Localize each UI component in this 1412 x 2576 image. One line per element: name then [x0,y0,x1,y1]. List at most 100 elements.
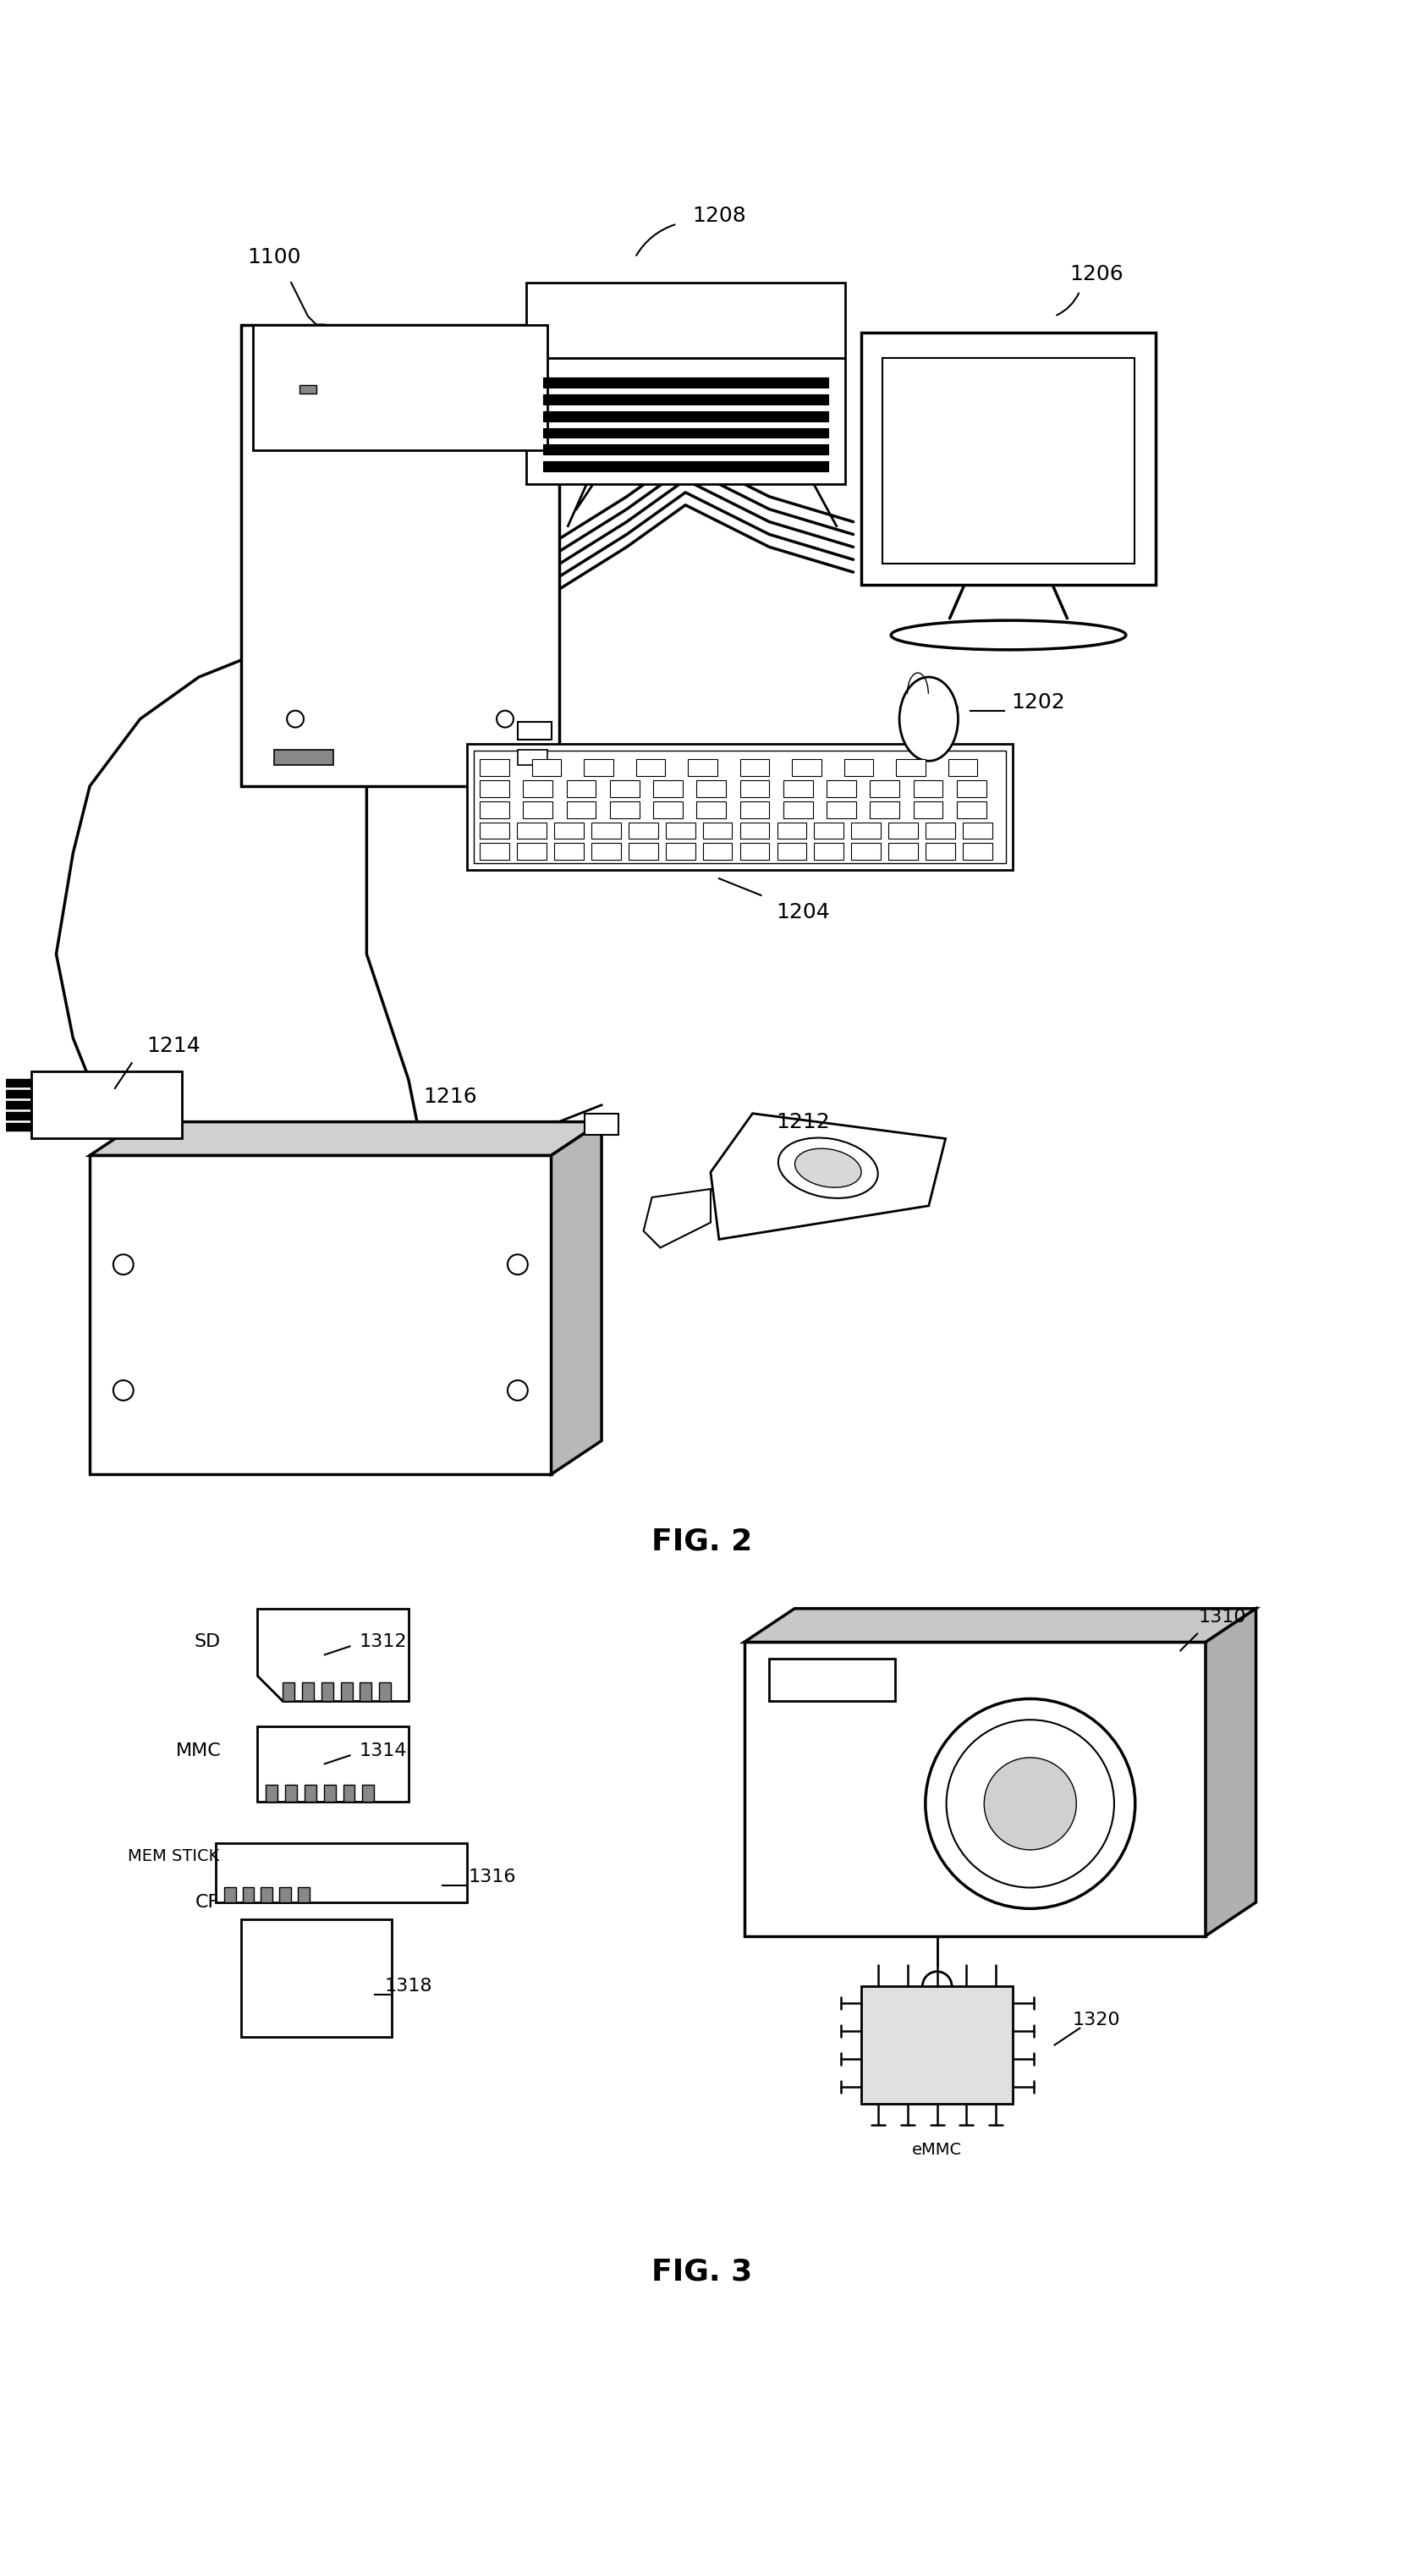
Bar [566,801,596,819]
Bar [696,801,726,819]
Circle shape [507,1255,528,1275]
Polygon shape [710,1113,946,1239]
Circle shape [984,1757,1076,1850]
Circle shape [113,1381,133,1401]
Bar [851,842,881,860]
Bar [343,1785,354,1801]
Text: FIG. 3: FIG. 3 [652,2257,753,2285]
Bar [777,822,806,840]
Bar [926,822,955,840]
Bar [480,760,510,775]
Bar [480,842,510,860]
Bar [542,394,827,404]
Bar [517,822,546,840]
Polygon shape [90,1121,602,1157]
Bar [517,842,546,860]
Bar [31,1072,182,1139]
Bar [280,1888,291,1901]
Bar [888,842,918,860]
Bar [257,353,542,384]
Bar [322,1682,333,1700]
Bar [282,1682,295,1700]
Bar [480,822,510,840]
Circle shape [287,711,304,726]
Bar [963,822,993,840]
Text: 1316: 1316 [469,1868,517,1886]
Bar [610,781,640,796]
Bar [480,781,510,796]
Bar [610,801,640,819]
Bar [6,1113,31,1121]
Text: 1208: 1208 [692,206,746,227]
Bar [467,744,1012,871]
Bar [703,842,733,860]
Bar [957,781,986,796]
Bar [274,750,333,765]
Bar [542,446,827,453]
Bar [861,1986,1012,2105]
Ellipse shape [891,621,1125,649]
Bar [770,1659,895,1700]
Bar [253,325,546,451]
Bar [524,781,552,796]
Bar [518,750,546,765]
Bar [6,1100,31,1108]
Bar [6,1123,31,1131]
Bar [844,760,874,775]
Bar [628,842,658,860]
Bar [265,1785,278,1801]
Bar [654,781,682,796]
Bar [635,760,665,775]
Bar [688,760,717,775]
Bar [6,1079,31,1087]
Text: 1314: 1314 [360,1744,407,1759]
Bar [654,801,682,819]
Circle shape [925,1698,1135,1909]
Bar [963,842,993,860]
Bar [740,842,770,860]
Bar [241,1919,391,2038]
Bar [480,801,510,819]
Text: eMMC: eMMC [912,2141,962,2159]
Bar [740,781,770,796]
Bar [554,822,583,840]
Bar [851,822,881,840]
Bar [585,760,613,775]
Polygon shape [744,1607,1255,1641]
Bar [243,1888,254,1901]
Text: 1206: 1206 [1069,265,1124,283]
Bar [740,822,770,840]
Text: 1216: 1216 [424,1087,477,1108]
Ellipse shape [778,1139,878,1198]
Text: 1318: 1318 [384,1978,432,1994]
Bar [305,1785,316,1801]
Bar [340,1682,353,1700]
Text: 1312: 1312 [360,1633,407,1651]
Bar [216,1844,467,1901]
Bar [914,781,943,796]
Polygon shape [744,1641,1206,1937]
Bar [870,781,899,796]
Bar [826,801,856,819]
Ellipse shape [795,1149,861,1188]
Bar [870,801,899,819]
Circle shape [946,1721,1114,1888]
Bar [882,358,1134,564]
Polygon shape [90,1157,551,1473]
Bar [897,760,925,775]
Bar [740,760,770,775]
Bar [957,801,986,819]
Ellipse shape [899,677,959,760]
Bar [784,781,813,796]
Bar [298,1888,309,1901]
Bar [6,1090,31,1097]
Bar [363,1785,374,1801]
Text: 1100: 1100 [247,247,301,268]
Circle shape [507,1381,528,1401]
Bar [474,750,1005,863]
Bar [861,332,1155,585]
Bar [323,1785,336,1801]
Bar [554,842,583,860]
Circle shape [497,711,514,726]
Bar [696,781,726,796]
